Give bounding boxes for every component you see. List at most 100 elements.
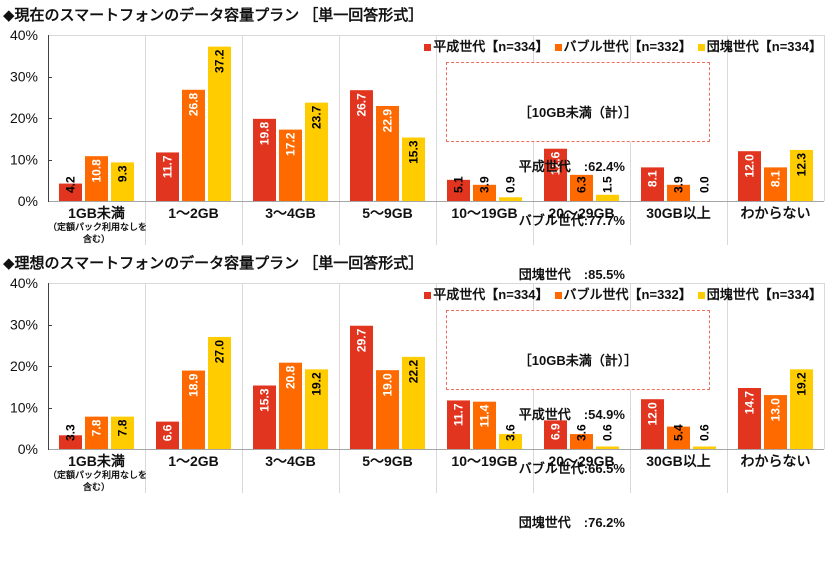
value-label-dankai-6: 0.6 (601, 424, 615, 441)
summary-row-dankai: 団塊世代 :85.5% (518, 267, 625, 282)
category-label: 20～29GB (533, 453, 630, 469)
summary-box: ［10GB未満（計）］ 平成世代 :62.4% バブル世代:77.7% 団塊世代… (446, 62, 710, 282)
category-label: 20～29GB (533, 205, 630, 221)
value-label-heisei-7: 12.0 (646, 402, 660, 426)
chart-current-plan: ◆現在のスマートフォンのデータ容量プラン ［単一回答形式］ 0% 10% 20% 30… (0, 0, 834, 282)
legend-label-bubble: バブル世代【n=332】 (563, 287, 692, 302)
value-label-dankai-1: 7.8 (116, 419, 130, 436)
value-label-bubble-7: 5.4 (672, 424, 686, 441)
category-label-text: 5～9GB (362, 205, 413, 221)
bar-dankai-8 (790, 369, 813, 449)
value-label-bubble-4: 22.9 (381, 109, 395, 133)
bar-dankai-1 (111, 416, 134, 449)
value-label-heisei-3: 15.3 (258, 388, 272, 412)
value-label-bubble-1: 7.8 (90, 419, 104, 436)
bar-heisei-4 (350, 325, 373, 449)
category-label-text: 1GB未満 (68, 205, 125, 221)
bar-dankai-2 (208, 46, 231, 202)
bar-heisei-7 (641, 167, 664, 201)
bar-dankai-6 (596, 194, 619, 201)
value-label-bubble-5: 11.4 (478, 404, 492, 427)
summary-row-bubble: バブル世代:66.5% (518, 461, 625, 476)
value-label-heisei-7: 8.1 (646, 170, 660, 187)
y-tick-label: 20% (10, 110, 38, 126)
category-label: 30GB以上 (630, 453, 727, 469)
bar-dankai-1 (111, 162, 134, 201)
bar-heisei-3 (253, 385, 276, 449)
value-label-bubble-3: 17.2 (284, 132, 298, 156)
category-sublabel: （定額パック利用なしを (48, 222, 148, 232)
chart-ideal-plan: ◆理想のスマートフォンのデータ容量プラン ［単一回答形式］ 0% 10% 20% 30… (0, 248, 834, 530)
bar-bubble-8 (764, 167, 787, 201)
value-label-heisei-1: 3.3 (64, 424, 78, 441)
value-label-heisei-6: 6.9 (549, 423, 563, 440)
value-label-dankai-3: 19.2 (310, 372, 324, 396)
summary-row-heisei: 平成世代 :54.9% (518, 407, 625, 422)
bar-bubble-6 (570, 434, 593, 449)
summary-row-heisei: 平成世代 :62.4% (518, 159, 625, 174)
value-label-dankai-4: 15.3 (407, 140, 421, 164)
chart-title: ◆理想のスマートフォンのデータ容量プラン ［単一回答形式］ (3, 255, 424, 272)
legend-label-dankai: 団塊世代【n=334】 (706, 287, 822, 302)
category-label-text: 1～2GB (168, 453, 219, 469)
legend-item-bubble: バブル世代【n=332】 (554, 39, 692, 55)
value-label-heisei-3: 19.8 (258, 122, 272, 146)
bar-bubble-5 (473, 401, 496, 449)
legend-swatch-bubble (554, 43, 562, 51)
category-label: 5～9GB (339, 453, 436, 469)
y-tick-label: 10% (10, 400, 38, 416)
value-label-heisei-4: 26.7 (355, 93, 369, 117)
value-label-heisei-1: 4.2 (64, 176, 78, 193)
category-sublabel: 含む） (82, 234, 110, 244)
value-label-heisei-5: 5.1 (452, 176, 466, 193)
legend-item-dankai: 団塊世代【n=334】 (697, 287, 822, 303)
summary-row-bubble: バブル世代:77.7% (518, 213, 625, 228)
plot-area: 0% 10% 20% 30% 40% 3.3 6.6 15.3 29.7 11.7 6.9 12.0 1… (10, 275, 825, 493)
category-label-text: 20～29GB (548, 453, 615, 469)
bar-bubble-8 (764, 395, 787, 449)
bar-dankai-5 (499, 197, 522, 201)
value-label-dankai-8: 12.3 (795, 153, 809, 177)
y-tick-label: 40% (10, 275, 38, 291)
y-tick-label: 10% (10, 152, 38, 168)
category-label-text: 30GB以上 (646, 205, 711, 221)
bar-bubble-1 (85, 156, 108, 201)
bar-heisei-2 (156, 421, 179, 449)
legend-item-heisei: 平成世代【n=334】 (424, 287, 549, 303)
bar-dankai-6 (596, 446, 619, 449)
legend-item-dankai: 団塊世代【n=334】 (697, 39, 822, 55)
bar-heisei-1 (59, 435, 82, 449)
y-tick-label: 0% (18, 193, 38, 209)
bar-heisei-5 (447, 400, 470, 449)
legend-item-bubble: バブル世代【n=332】 (554, 287, 692, 303)
summary-row-dankai: 団塊世代 :76.2% (518, 515, 625, 530)
category-label: 1GB未満 （定額パック利用なしを 含む） (48, 453, 147, 493)
legend-label-heisei: 平成世代【n=334】 (433, 39, 549, 54)
category-label: 3～4GB (242, 453, 339, 469)
category-label-text: 3～4GB (265, 205, 316, 221)
category-label-text: 30GB以上 (646, 453, 711, 469)
value-label-heisei-8: 14.7 (743, 391, 757, 415)
bar-dankai-3 (305, 369, 328, 449)
category-label: 10～19GB (436, 453, 533, 469)
y-tick-label: 0% (18, 441, 38, 457)
legend-swatch-dankai (697, 43, 705, 51)
category-label: 1～2GB (145, 453, 242, 469)
category-label: 3～4GB (242, 205, 339, 221)
value-label-dankai-4: 22.2 (407, 360, 421, 384)
bar-bubble-7 (667, 426, 690, 449)
category-label-text: 20～29GB (548, 205, 615, 221)
y-tick-label: 30% (10, 317, 38, 333)
value-label-heisei-2: 6.6 (161, 424, 175, 441)
bar-bubble-2 (182, 89, 205, 201)
category-label: 1GB未満 （定額パック利用なしを 含む） (48, 205, 148, 245)
bar-heisei-7 (641, 399, 664, 449)
value-label-dankai-8: 19.2 (795, 372, 809, 396)
value-label-bubble-4: 19.0 (381, 373, 395, 397)
legend-item-heisei: 平成世代【n=334】 (424, 39, 549, 55)
bar-heisei-5 (447, 179, 470, 201)
bar-heisei-6 (544, 148, 567, 201)
value-label-bubble-7: 3.9 (672, 176, 686, 193)
chart-title: ◆現在のスマートフォンのデータ容量プラン ［単一回答形式］ (3, 7, 424, 24)
value-label-dankai-5: 0.9 (504, 176, 518, 193)
